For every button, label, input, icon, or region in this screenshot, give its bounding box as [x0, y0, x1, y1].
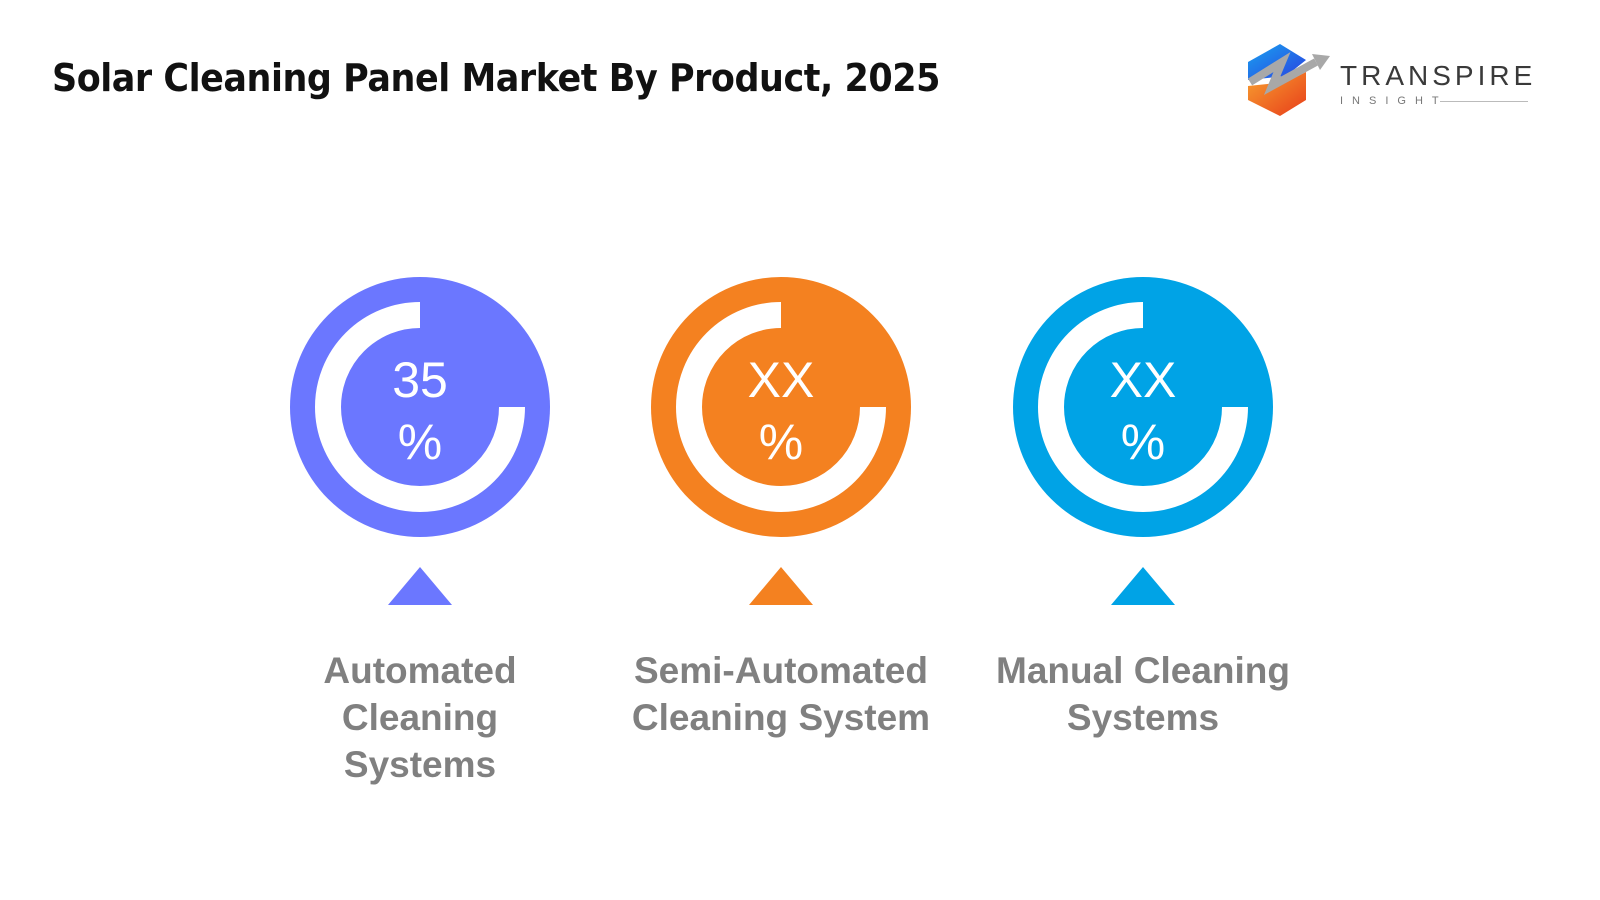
triangle-pointer-icon — [749, 567, 813, 605]
logo-divider — [1440, 101, 1528, 102]
logo-sub-text: INSIGHT — [1340, 95, 1448, 107]
value-label: 35 — [392, 352, 448, 408]
donut-mark — [651, 277, 911, 537]
category-label: Manual Cleaning Systems — [996, 650, 1290, 738]
triangle-pointer-icon — [1111, 567, 1175, 605]
logo-brand-text: TRANSPIRE — [1340, 60, 1537, 91]
category-label: Semi-Automated Cleaning System — [631, 650, 931, 738]
donut-arc — [1038, 302, 1248, 512]
unit-label: % — [1120, 414, 1166, 470]
donut-mark — [1013, 277, 1273, 537]
page-title: Solar Cleaning Panel Market By Product, … — [52, 56, 940, 100]
category-label: Automated Cleaning Systems — [323, 650, 517, 785]
donut-arc — [315, 302, 525, 512]
unit-label: % — [758, 414, 804, 470]
value-label: XX — [747, 352, 815, 408]
value-label: XX — [1109, 352, 1177, 408]
transpire-logo-icon — [1247, 44, 1330, 116]
donut-arc — [676, 302, 886, 512]
donut-mark — [290, 277, 550, 537]
triangle-pointer-icon — [388, 567, 452, 605]
unit-label: % — [397, 414, 443, 470]
